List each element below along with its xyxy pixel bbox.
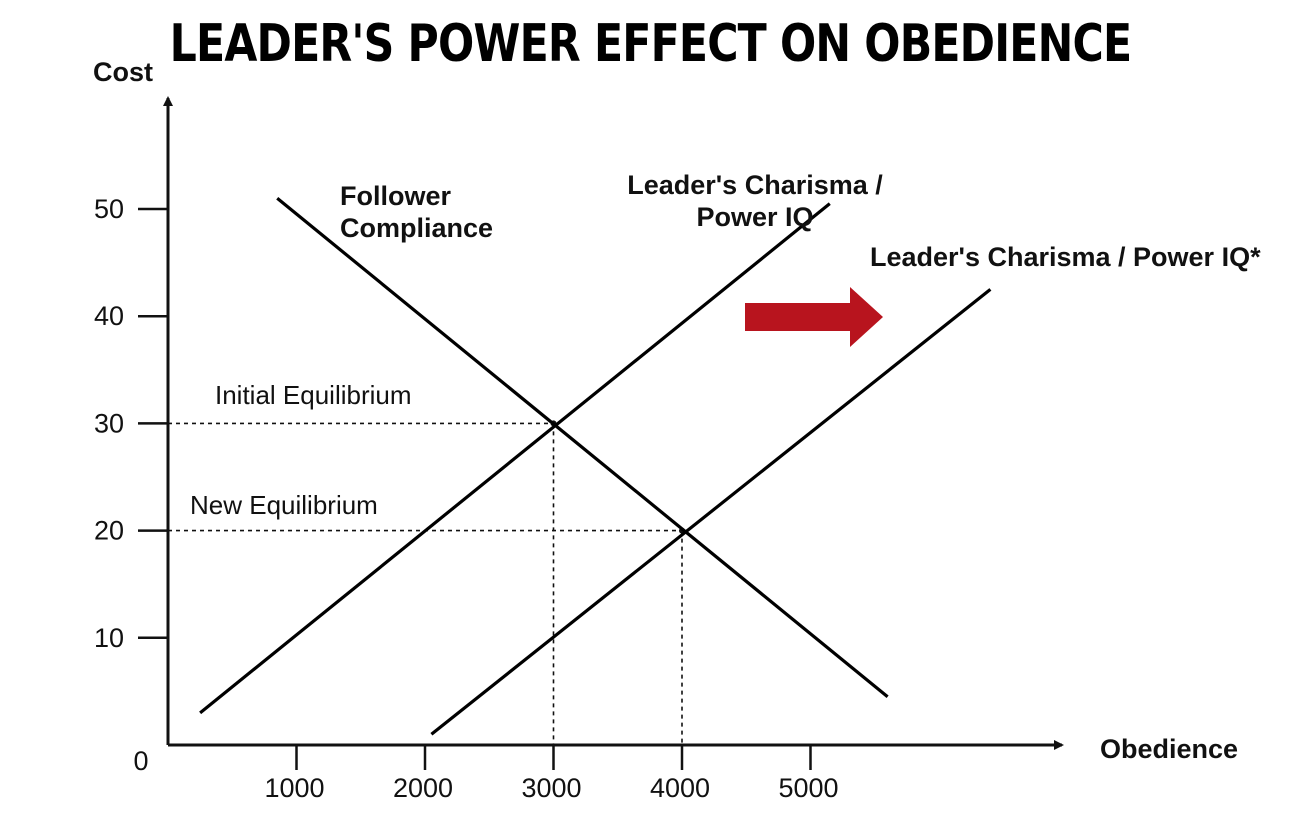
- chart-title: LEADER'S POWER EFFECT ON OBEDIENCE: [169, 14, 1132, 74]
- x-axis-title: Obedience: [1100, 734, 1238, 764]
- x-tick-label-3000: 3000: [521, 773, 581, 803]
- axes: Obedience Cost 0 10 20 30 40 50 1000 2000 3000 4000…: [93, 57, 1238, 803]
- y-tick-label-40: 40: [94, 301, 124, 331]
- chart-labels: Follower Compliance Leader's Charisma / Pow…: [340, 170, 1261, 272]
- series-label-line: Follower: [340, 181, 451, 211]
- x-tick-label-1000: 1000: [264, 773, 324, 803]
- series-label-line: Power IQ: [696, 202, 813, 232]
- y-axis-title: Cost: [93, 57, 153, 87]
- x-tick-label-4000: 4000: [650, 773, 710, 803]
- equilibrium-guides: Initial Equilibrium New Equilibrium: [168, 380, 685, 745]
- shift-arrow: [745, 287, 883, 347]
- series-lines: [199, 197, 992, 736]
- y-tick-label-20: 20: [94, 516, 124, 546]
- series-label-line: Leader's Charisma / Power IQ*: [870, 242, 1261, 272]
- series-line-2: [430, 288, 992, 736]
- equilibrium-label: New Equilibrium: [190, 490, 378, 520]
- origin-label: 0: [133, 746, 148, 776]
- series-line-1: [199, 202, 831, 715]
- series-label-2: Leader's Charisma / Power IQ*: [870, 242, 1261, 272]
- y-tick-label-50: 50: [94, 194, 124, 224]
- series-label-0: Follower Compliance: [340, 181, 493, 243]
- x-tick-label-5000: 5000: [778, 773, 838, 803]
- y-tick-label-10: 10: [94, 623, 124, 653]
- y-tick-label-30: 30: [94, 408, 124, 438]
- series-label-line: Leader's Charisma /: [627, 170, 883, 200]
- x-tick-label-2000: 2000: [393, 773, 453, 803]
- series-label-1: Leader's Charisma / Power IQ: [627, 170, 883, 232]
- equilibrium-label: Initial Equilibrium: [215, 380, 412, 410]
- shift-right-arrow-icon: [745, 287, 883, 347]
- series-line-0: [276, 197, 889, 698]
- series-label-line: Compliance: [340, 213, 493, 243]
